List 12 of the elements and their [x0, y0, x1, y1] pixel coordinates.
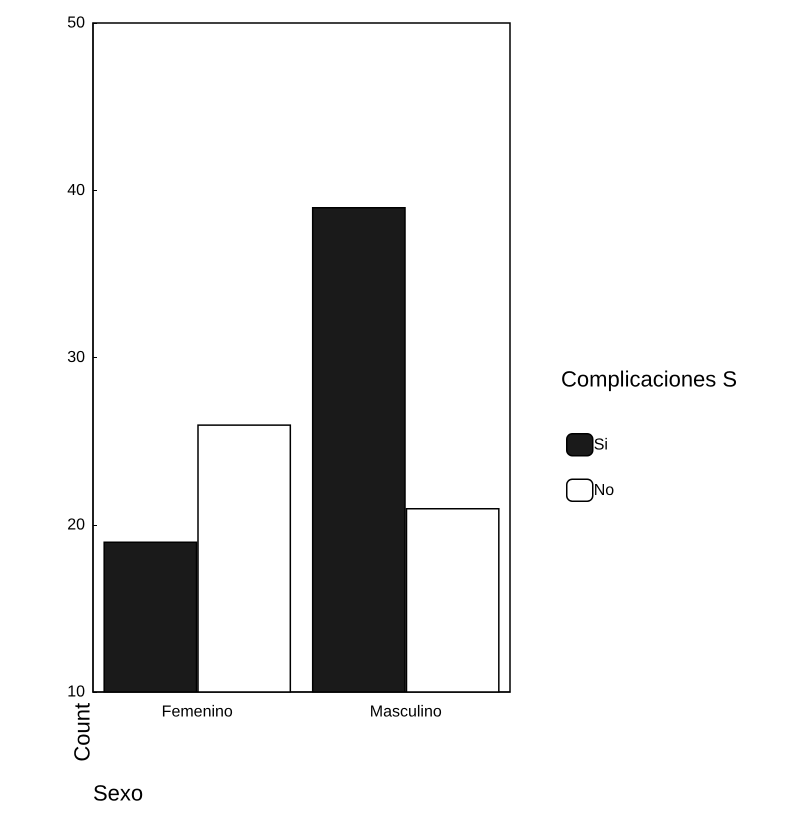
- legend-title: Complicaciones S: [561, 366, 738, 392]
- x-tick-label: Femenino: [162, 704, 233, 720]
- y-tick-label: 40: [67, 182, 86, 199]
- y-tick-label: 30: [67, 349, 86, 366]
- y-tick-label: 10: [67, 684, 86, 700]
- y-axis-title: Count: [70, 702, 94, 762]
- y-tick-label: 20: [67, 516, 86, 534]
- x-axis-title: Sexo: [93, 780, 144, 806]
- y-tick-label: 50: [67, 14, 86, 32]
- legend-label: Si: [594, 436, 608, 454]
- x-tick-label: Masculino: [370, 704, 442, 720]
- legend-label: No: [594, 482, 614, 499]
